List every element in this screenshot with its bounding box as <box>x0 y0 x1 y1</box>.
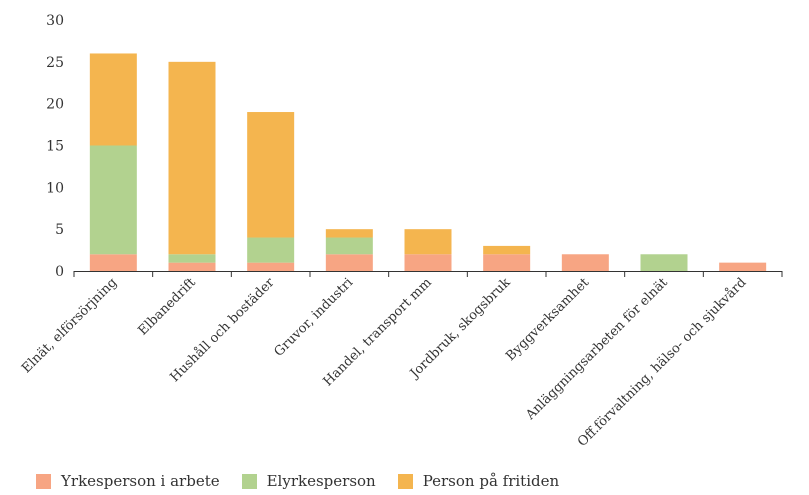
bar-segment <box>89 145 137 255</box>
legend-swatch <box>36 473 51 489</box>
bar-segment <box>247 112 295 238</box>
bar-segment <box>89 53 137 146</box>
x-category-label: Elbanedrift <box>136 275 200 339</box>
x-axis-ticks <box>73 271 783 277</box>
legend-swatch <box>241 473 257 489</box>
x-category-label: Elnät, elförsörjning <box>19 275 120 376</box>
legend-label: Elyrkesperson <box>266 472 376 490</box>
y-tick-label: 30 <box>46 13 64 29</box>
y-tick-label: 25 <box>46 55 64 71</box>
y-tick-label: 10 <box>46 180 64 196</box>
y-tick-label: 5 <box>55 222 64 238</box>
bar-segment <box>404 254 452 271</box>
bar-segment <box>247 237 295 263</box>
bar-segment <box>561 254 609 271</box>
bar-segment <box>325 237 373 255</box>
y-axis-tick-labels: 0 5 10 15 20 25 30 <box>46 13 64 280</box>
bar-segment <box>325 229 373 238</box>
bar-segment <box>247 262 295 271</box>
bar-segment <box>325 254 373 271</box>
bar-segment <box>483 254 531 271</box>
chart-legend: Yrkesperson i arbete Elyrkesperson Person … <box>36 472 581 490</box>
legend-item: Yrkesperson i arbete <box>36 472 220 490</box>
bar-segment <box>483 245 531 255</box>
bar-segment <box>168 262 216 271</box>
y-tick-label: 15 <box>46 139 64 155</box>
bar-segment <box>89 254 137 271</box>
legend-swatch <box>397 473 413 489</box>
x-category-label: Off.förvaltning, hälso- och sjukvård <box>574 275 749 450</box>
bar-segment <box>168 61 216 255</box>
legend-item: Elyrkesperson <box>241 472 376 490</box>
bar-segment <box>404 229 452 255</box>
y-tick-label: 0 <box>55 264 64 280</box>
x-category-label: Anläggningsarbeten för elnät <box>522 275 671 424</box>
y-tick-label: 20 <box>46 97 64 113</box>
bar-segment <box>719 262 767 271</box>
legend-item: Person på fritiden <box>397 472 560 490</box>
bar-segment <box>640 254 688 271</box>
legend-label: Yrkesperson i arbete <box>61 472 220 490</box>
x-category-label: Byggverksamhet <box>503 275 592 364</box>
bar-segment <box>168 254 216 263</box>
legend-label: Person på fritiden <box>422 472 560 490</box>
x-category-label: Gruvor, industri <box>272 275 357 360</box>
bar-segments <box>89 53 767 271</box>
